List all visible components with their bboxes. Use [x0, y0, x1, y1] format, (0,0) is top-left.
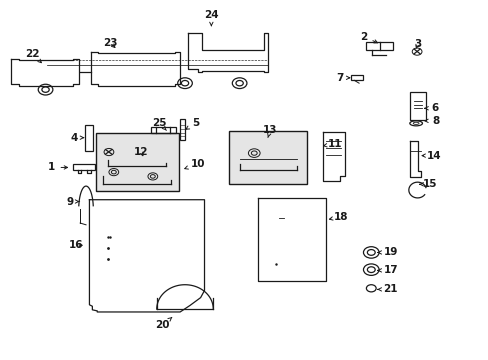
Bar	[84, 126, 93, 151]
Text: 9: 9	[67, 197, 80, 207]
Text: 16: 16	[69, 240, 83, 250]
Text: 15: 15	[419, 179, 436, 189]
Text: 23: 23	[103, 38, 118, 48]
Text: 17: 17	[377, 265, 397, 275]
Text: 3: 3	[413, 40, 420, 49]
Bar	[73, 164, 95, 170]
Text: 19: 19	[377, 247, 397, 257]
Bar	[366, 42, 392, 50]
Bar	[350, 75, 362, 80]
Text: 4: 4	[70, 133, 83, 143]
Text: 12: 12	[134, 147, 148, 157]
Text: 7: 7	[335, 73, 349, 83]
Bar	[409, 92, 425, 120]
Text: 11: 11	[323, 139, 341, 149]
Text: 14: 14	[421, 150, 440, 161]
Bar	[228, 131, 306, 184]
Text: 13: 13	[263, 125, 277, 138]
Text: 10: 10	[184, 159, 205, 169]
Text: 5: 5	[185, 118, 199, 129]
Text: 22: 22	[25, 49, 41, 63]
Text: 21: 21	[377, 284, 397, 294]
Bar	[151, 127, 176, 133]
Bar	[180, 119, 184, 140]
Text: 24: 24	[203, 10, 218, 26]
Text: 25: 25	[152, 118, 166, 130]
Text: 1: 1	[48, 162, 67, 172]
Text: 18: 18	[329, 212, 347, 221]
Text: 20: 20	[155, 318, 171, 330]
Text: 6: 6	[424, 103, 437, 113]
Text: 8: 8	[424, 116, 438, 126]
Text: 2: 2	[360, 32, 377, 43]
Bar	[96, 134, 178, 192]
